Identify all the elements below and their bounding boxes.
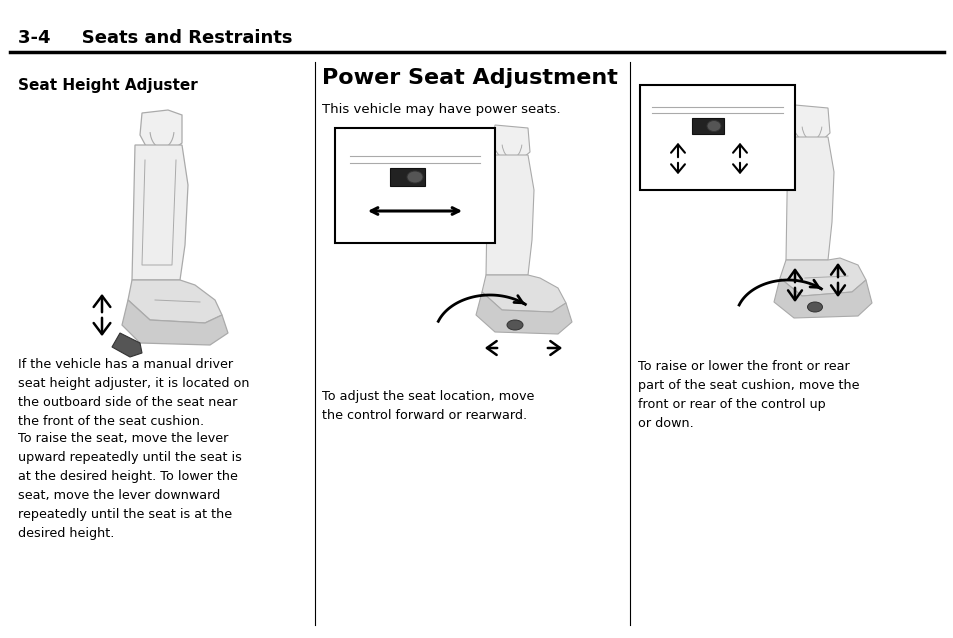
- Ellipse shape: [806, 302, 821, 312]
- Ellipse shape: [407, 171, 422, 183]
- Polygon shape: [476, 292, 572, 334]
- Ellipse shape: [706, 121, 720, 131]
- Polygon shape: [785, 137, 833, 260]
- Polygon shape: [132, 145, 188, 280]
- Polygon shape: [481, 275, 565, 312]
- Bar: [335, 128, 495, 243]
- Text: If the vehicle has a manual driver
seat height adjuster, it is located on
the ou: If the vehicle has a manual driver seat …: [18, 358, 250, 428]
- Text: This vehicle may have power seats.: This vehicle may have power seats.: [322, 103, 560, 116]
- Polygon shape: [791, 105, 829, 144]
- Text: Seat Height Adjuster: Seat Height Adjuster: [18, 78, 197, 93]
- Text: To raise the seat, move the lever
upward repeatedly until the seat is
at the des: To raise the seat, move the lever upward…: [18, 432, 242, 540]
- Polygon shape: [122, 300, 228, 345]
- Polygon shape: [140, 110, 182, 153]
- Bar: [639, 85, 794, 190]
- Polygon shape: [112, 333, 142, 357]
- Text: To adjust the seat location, move
the control forward or rearward.: To adjust the seat location, move the co…: [322, 390, 534, 422]
- Bar: [691, 118, 723, 134]
- Text: Power Seat Adjustment: Power Seat Adjustment: [322, 68, 618, 88]
- Polygon shape: [128, 280, 222, 323]
- Polygon shape: [780, 258, 865, 296]
- Ellipse shape: [506, 320, 522, 330]
- Bar: [390, 168, 424, 186]
- Polygon shape: [492, 125, 530, 162]
- Polygon shape: [773, 278, 871, 318]
- Polygon shape: [485, 155, 534, 275]
- Text: 3-4     Seats and Restraints: 3-4 Seats and Restraints: [18, 29, 293, 47]
- Text: To raise or lower the front or rear
part of the seat cushion, move the
front or : To raise or lower the front or rear part…: [638, 360, 859, 430]
